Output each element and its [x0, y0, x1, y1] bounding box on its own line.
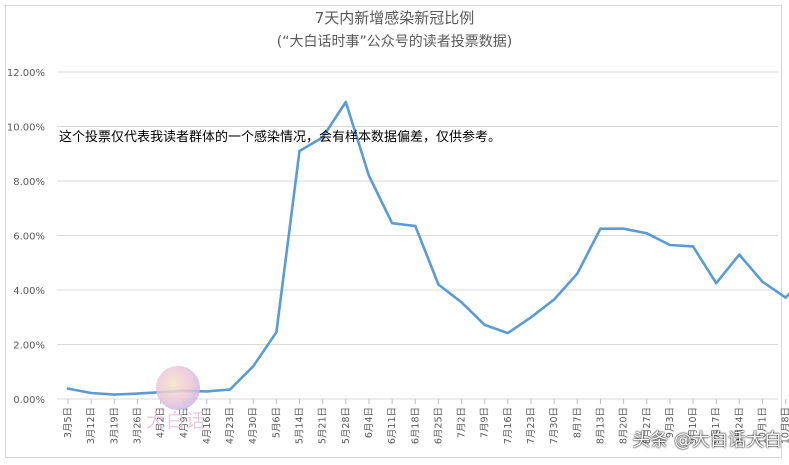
chart-title: 7天内新增感染新冠比例 [314, 9, 475, 27]
chart-subtitle: (“大白话时事”公众号的读者投票数据) [276, 34, 513, 50]
data-point [529, 316, 533, 319]
chart-annotation: 这个投票仅代表我读者群体的一个感染情况，会有样本数据偏差，仅供参考。 [59, 130, 502, 145]
x-tick-label: 9月3日 [665, 407, 676, 438]
y-tick-label: 6.00% [13, 232, 45, 243]
x-tick-label: 4月30日 [248, 407, 259, 444]
x-tick-label: 3月26日 [132, 407, 143, 444]
x-tick-label: 6月11日 [387, 407, 398, 444]
data-point [205, 390, 209, 393]
x-tick-label: 3月12日 [86, 407, 97, 444]
data-point [66, 387, 70, 390]
x-tick-label: 3月19日 [109, 407, 120, 444]
watermark-text: 大白话 [146, 410, 207, 432]
data-point [715, 281, 718, 285]
x-tick-label: 7月2日 [457, 407, 468, 438]
x-tick-label: 5月28日 [341, 407, 352, 444]
y-tick-label: 0.00% [13, 395, 45, 406]
credit-watermark: 头条 @大白话大白 [632, 430, 782, 451]
y-tick-label: 12.00% [7, 68, 45, 79]
data-point [113, 393, 116, 396]
data-point [483, 323, 486, 327]
x-tick-label: 6月25日 [433, 407, 444, 444]
series-line [66, 100, 789, 396]
data-point [298, 149, 301, 153]
x-tick-label: 6月18日 [410, 407, 421, 444]
x-tick-label: 8月13日 [595, 407, 606, 444]
x-tick-label: 5月14日 [295, 407, 306, 444]
x-tick-label: 7月9日 [480, 407, 491, 438]
x-tick-label: 7月30日 [549, 407, 560, 444]
data-point [668, 243, 672, 247]
data-point [252, 365, 255, 368]
x-tick-label: 10月8日 [781, 407, 789, 444]
data-point [367, 174, 371, 177]
data-point [414, 224, 417, 228]
x-tick-label: 4月16日 [202, 407, 213, 444]
data-point [552, 298, 556, 301]
x-tick-label: 5月21日 [318, 407, 329, 444]
data-point [506, 331, 510, 335]
data-point [784, 296, 787, 299]
x-tick-label: 5月6日 [271, 407, 282, 438]
y-tick-label: 8.00% [13, 177, 45, 188]
x-tick-label: 4月9日 [179, 407, 190, 438]
x-tick-label: 7月23日 [526, 407, 537, 444]
data-point [761, 280, 764, 284]
data-point [622, 227, 625, 230]
y-tick-label: 10.00% [7, 123, 45, 134]
chart-frame [5, 5, 782, 458]
x-tick-label: 8月7日 [572, 407, 583, 438]
x-tick-label: 4月2日 [156, 407, 167, 438]
y-tick-label: 4.00% [13, 286, 45, 297]
x-tick-label: 3月5日 [63, 407, 74, 438]
data-point [136, 392, 139, 395]
data-point [89, 391, 93, 395]
watermark-logo-icon [156, 366, 200, 410]
x-tick-label: 9月24日 [734, 407, 745, 444]
data-point [599, 227, 602, 230]
x-tick-label: 8月27日 [642, 407, 653, 444]
data-point [691, 245, 695, 248]
data-point [390, 222, 394, 225]
x-tick-label: 6月4日 [364, 407, 375, 438]
data-point [321, 136, 324, 139]
data-point [738, 253, 741, 256]
x-tick-label: 4月23日 [225, 407, 236, 444]
data-point [460, 301, 463, 304]
data-point [437, 283, 440, 286]
x-tick-label: 9月17日 [711, 407, 722, 444]
data-point [576, 272, 579, 275]
x-tick-label: 7月16日 [503, 407, 514, 444]
data-point [228, 388, 232, 391]
x-tick-label: 9月10日 [688, 407, 699, 444]
x-tick-label: 10月1日 [758, 407, 769, 444]
data-point [344, 100, 347, 104]
data-point [645, 232, 648, 235]
y-tick-label: 2.00% [13, 341, 45, 352]
x-tick-label: 8月20日 [619, 407, 630, 444]
data-point [275, 331, 278, 334]
